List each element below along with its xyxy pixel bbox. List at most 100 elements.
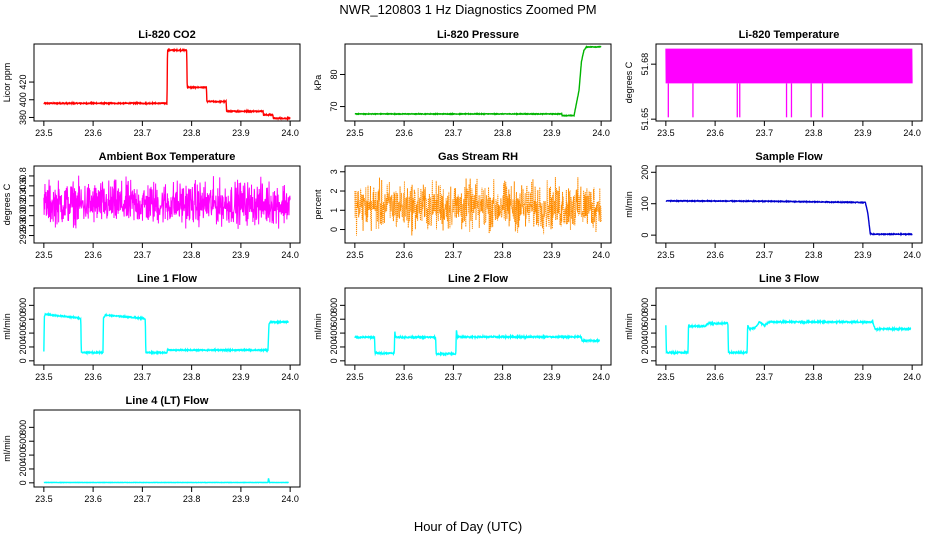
plot-frame bbox=[655, 287, 923, 366]
x-tick-label: 23.6 bbox=[84, 128, 102, 138]
panel-10: Line 4 (LT) Flow ml/min 23.5 23.6 23.7 23.8 23… bbox=[2, 395, 301, 504]
x-tick-label: 23.6 bbox=[395, 372, 413, 382]
y-tick-label: 200 bbox=[640, 165, 650, 180]
y-tick-label: 600 bbox=[329, 312, 339, 327]
y-tick-label: 400 bbox=[18, 448, 28, 463]
x-tick-label: 23.6 bbox=[84, 494, 102, 504]
data-layer bbox=[665, 48, 913, 118]
y-axis-label: ml/min bbox=[2, 435, 12, 462]
x-tick-label: 23.7 bbox=[134, 372, 152, 382]
plot-frame bbox=[655, 165, 923, 244]
plot-frame bbox=[33, 287, 301, 366]
x-tick-label: 23.8 bbox=[183, 128, 201, 138]
x-tick-label: 24.0 bbox=[281, 494, 299, 504]
x-tick-label: 23.6 bbox=[84, 372, 102, 382]
y-tick-label: 400 bbox=[18, 92, 28, 107]
y-tick-label: 30.4 bbox=[18, 187, 28, 205]
x-tick-label: 23.5 bbox=[346, 128, 364, 138]
x-tick-label: 23.7 bbox=[134, 128, 152, 138]
x-tick-label: 23.5 bbox=[35, 250, 53, 260]
x-tick-label: 23.5 bbox=[35, 494, 53, 504]
x-tick-label: 23.7 bbox=[445, 250, 463, 260]
x-tick-label: 23.7 bbox=[756, 250, 774, 260]
panel-8: Line 2 Flow ml/min 23.5 23.6 23.7 23.8 23.9 24.… bbox=[313, 273, 612, 382]
x-tick-label: 24.0 bbox=[592, 128, 610, 138]
x-tick-label: 23.9 bbox=[854, 128, 872, 138]
y-tick-label: 51.68 bbox=[640, 53, 650, 76]
y-axis-label: Licor ppm bbox=[2, 63, 12, 103]
series-line bbox=[665, 199, 913, 237]
x-tick-label: 23.8 bbox=[494, 372, 512, 382]
x-tick-label: 23.8 bbox=[494, 128, 512, 138]
figure-xlabel: Hour of Day (UTC) bbox=[414, 519, 522, 534]
panel-2: Li-820 Pressure kPa 23.5 23.6 23.7 23.8 23.9 24… bbox=[313, 29, 612, 138]
y-tick-label: 200 bbox=[18, 461, 28, 476]
y-tick-label: 380 bbox=[18, 110, 28, 125]
panel-title: Ambient Box Temperature bbox=[99, 151, 236, 163]
y-tick-label: 800 bbox=[18, 298, 28, 313]
y-tick-label: 200 bbox=[18, 339, 28, 354]
data-layer bbox=[43, 311, 290, 356]
x-tick-label: 23.5 bbox=[346, 250, 364, 260]
y-tick-label: 0 bbox=[640, 358, 650, 363]
x-tick-label: 23.7 bbox=[756, 372, 774, 382]
y-tick-label: 600 bbox=[18, 312, 28, 327]
x-tick-label: 24.0 bbox=[281, 372, 299, 382]
y-tick-label: 2 bbox=[329, 189, 339, 194]
data-layer bbox=[665, 318, 912, 356]
plot-frame bbox=[344, 287, 612, 366]
plot-frame bbox=[655, 43, 923, 122]
x-tick-label: 24.0 bbox=[281, 128, 299, 138]
y-tick-label: 800 bbox=[640, 298, 650, 313]
plot-frame bbox=[33, 165, 301, 244]
x-tick-label: 23.5 bbox=[657, 250, 675, 260]
panel-5: Gas Stream RH percent 23.5 23.6 23.7 23.8 23.9… bbox=[313, 151, 612, 260]
x-tick-label: 23.8 bbox=[805, 250, 823, 260]
y-tick-label: 29.6 bbox=[18, 227, 28, 245]
y-axis-label: ml/min bbox=[2, 313, 12, 340]
y-tick-label: 800 bbox=[329, 298, 339, 313]
y-axis-label: degrees C bbox=[2, 183, 12, 225]
panel-3: Li-820 Temperature degrees C 23.5 23.6 23.7 2… bbox=[624, 29, 923, 138]
y-tick-label: 30.2 bbox=[18, 197, 28, 215]
y-tick-label: 30.8 bbox=[18, 167, 28, 185]
y-axis-label: degrees C bbox=[624, 61, 634, 103]
x-tick-label: 23.9 bbox=[854, 250, 872, 260]
y-tick-label: 80 bbox=[329, 69, 339, 79]
x-tick-label: 23.5 bbox=[35, 128, 53, 138]
x-tick-label: 23.6 bbox=[706, 372, 724, 382]
x-tick-label: 23.5 bbox=[346, 372, 364, 382]
x-tick-label: 23.7 bbox=[445, 128, 463, 138]
x-tick-label: 23.9 bbox=[854, 372, 872, 382]
panel-title: Sample Flow bbox=[755, 151, 823, 163]
series-line bbox=[354, 45, 602, 118]
data-layer bbox=[665, 199, 913, 237]
panels: Li-820 CO2 Licor ppm 23.5 23.6 23.7 23.8 23.9 2… bbox=[2, 29, 923, 504]
panel-title: Line 2 Flow bbox=[448, 273, 508, 285]
y-axis-label: ml/min bbox=[624, 191, 634, 218]
y-tick-label: 200 bbox=[329, 339, 339, 354]
x-tick-label: 24.0 bbox=[281, 250, 299, 260]
x-tick-label: 23.6 bbox=[84, 250, 102, 260]
y-axis-label: percent bbox=[313, 189, 323, 220]
x-tick-label: 23.9 bbox=[232, 128, 250, 138]
x-tick-label: 23.5 bbox=[657, 128, 675, 138]
y-tick-label: 800 bbox=[18, 420, 28, 435]
x-tick-label: 23.8 bbox=[494, 250, 512, 260]
panel-title: Li-820 Temperature bbox=[739, 29, 840, 41]
y-axis-label: kPa bbox=[313, 75, 323, 91]
panel-6: Sample Flow ml/min 23.5 23.6 23.7 23.8 23.9 24.… bbox=[624, 151, 923, 260]
x-tick-label: 24.0 bbox=[903, 250, 921, 260]
y-tick-label: 600 bbox=[640, 312, 650, 327]
y-tick-label: 100 bbox=[640, 196, 650, 211]
x-tick-label: 23.9 bbox=[543, 250, 561, 260]
x-tick-label: 24.0 bbox=[592, 250, 610, 260]
y-tick-label: 3 bbox=[329, 169, 339, 174]
data-layer bbox=[43, 478, 290, 484]
panel-1: Li-820 CO2 Licor ppm 23.5 23.6 23.7 23.8 23.9 2… bbox=[2, 29, 301, 138]
y-tick-label: 70 bbox=[329, 102, 339, 112]
x-tick-label: 23.7 bbox=[445, 372, 463, 382]
x-tick-label: 23.7 bbox=[134, 250, 152, 260]
series-points bbox=[354, 177, 602, 236]
x-tick-label: 23.6 bbox=[395, 128, 413, 138]
